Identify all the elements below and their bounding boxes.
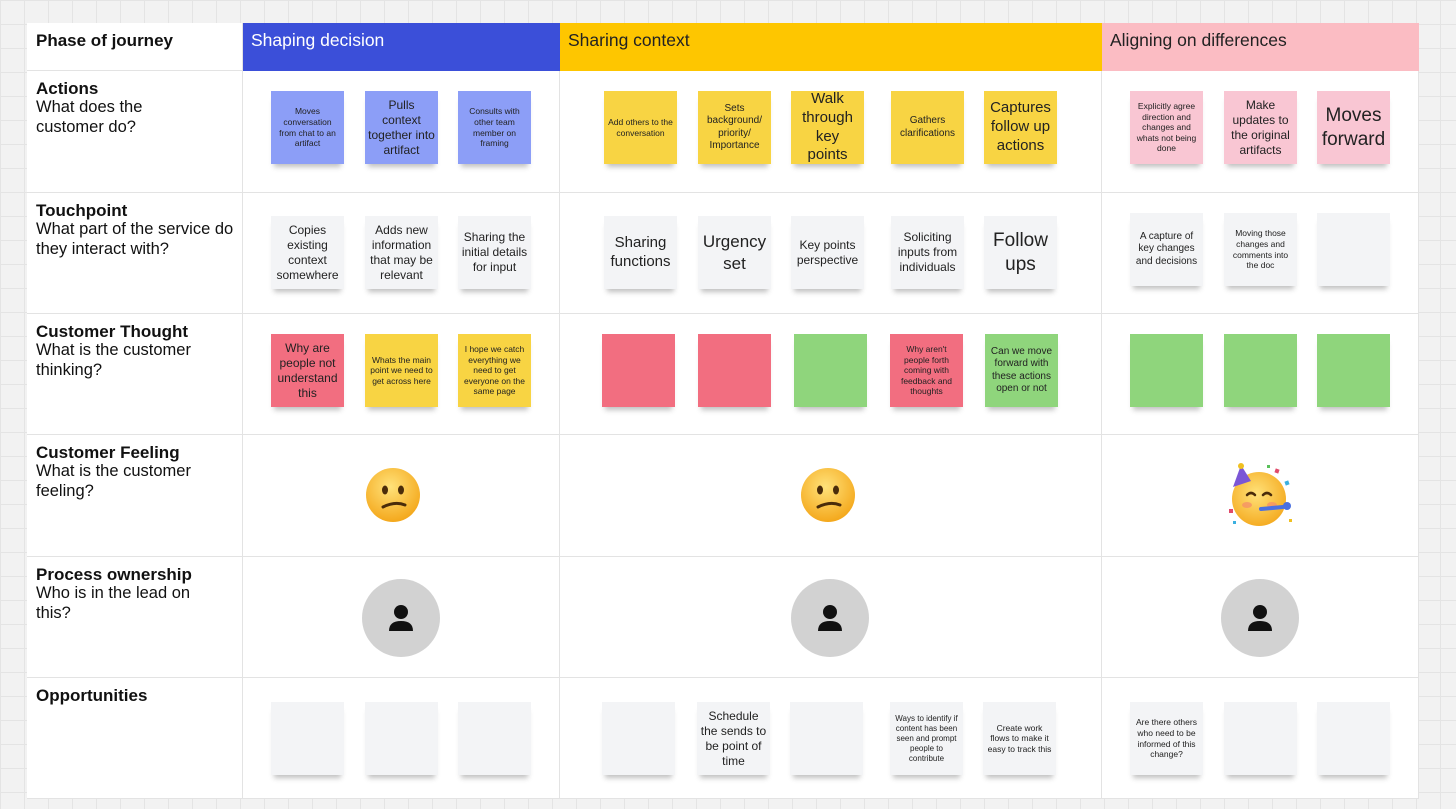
grid-cell	[1102, 435, 1419, 557]
row-title: Customer Thought	[36, 322, 189, 341]
row-label-actions: Actions What does the customer do?	[27, 71, 243, 193]
sticky-note[interactable]	[458, 702, 531, 775]
row-subtitle: What does the customer do?	[36, 98, 143, 136]
phase-name: Aligning on differences	[1110, 30, 1287, 50]
grid-cell	[1102, 678, 1419, 799]
sticky-note[interactable]	[1317, 334, 1390, 407]
sticky-note[interactable]: Soliciting inputs from individuals	[891, 216, 964, 289]
sticky-note[interactable]: Create work flows to make it easy to tra…	[983, 702, 1056, 775]
sticky-note[interactable]	[271, 702, 344, 775]
sticky-note[interactable]	[1317, 213, 1390, 286]
row-label-opportunities: Opportunities	[27, 678, 243, 799]
sticky-note[interactable]	[365, 702, 438, 775]
sticky-note[interactable]	[1317, 702, 1390, 775]
grid-cell	[560, 71, 1102, 193]
sticky-note[interactable]	[1224, 702, 1297, 775]
grid-cell	[560, 314, 1102, 435]
grid-cell	[1102, 314, 1419, 435]
user-avatar-icon[interactable]	[362, 579, 440, 657]
grid-cell	[243, 678, 560, 799]
confused-face-icon	[365, 467, 421, 523]
sticky-note[interactable]: Are there others who need to be informed…	[1130, 702, 1203, 775]
row-label-customer-feeling: Customer Feeling What is the customer fe…	[27, 435, 243, 557]
user-avatar-icon[interactable]	[791, 579, 869, 657]
sticky-note[interactable]: Sets background/ priority/ Importance	[698, 91, 771, 164]
journey-map-board: Phase of journey Shaping decision Sharin…	[27, 23, 1419, 799]
phase-name: Shaping decision	[251, 30, 385, 50]
sticky-note[interactable]: Gathers clarifications	[891, 91, 964, 164]
grid-cell	[243, 435, 560, 557]
sticky-note[interactable]	[794, 334, 867, 407]
sticky-note[interactable]: Key points perspective	[791, 216, 864, 289]
grid-cell	[243, 557, 560, 678]
sticky-note[interactable]: Make updates to the original artifacts	[1224, 91, 1297, 164]
row-label-customer-thought: Customer Thought What is the customer th…	[27, 314, 243, 435]
row-label-touchpoint: Touchpoint What part of the service do t…	[27, 193, 243, 314]
row-subtitle: What is the customer thinking?	[36, 341, 191, 379]
sticky-note[interactable]: I hope we catch everything we need to ge…	[458, 334, 531, 407]
row-title: Opportunities	[36, 686, 148, 705]
sticky-note[interactable]: Moves forward	[1317, 91, 1390, 164]
sticky-note[interactable]: Moves conversation from chat to an artif…	[271, 91, 344, 164]
grid-cell	[243, 71, 560, 193]
user-avatar-icon[interactable]	[1221, 579, 1299, 657]
row-title: Touchpoint	[36, 201, 128, 220]
sticky-note[interactable]: Copies existing context somewhere	[271, 216, 344, 289]
phase-of-journey-label: Phase of journey	[36, 31, 173, 50]
grid-cell	[560, 557, 1102, 678]
sticky-note[interactable]	[602, 702, 675, 775]
grid-cell	[243, 314, 560, 435]
phase-label-cell: Phase of journey	[27, 23, 243, 71]
row-subtitle: What is the customer feeling?	[36, 462, 191, 500]
row-title: Process ownership	[36, 565, 192, 584]
phase-header-aligning-on-differences[interactable]: Aligning on differences	[1102, 23, 1419, 71]
phase-header-sharing-context[interactable]: Sharing context	[560, 23, 1102, 71]
sticky-note[interactable]: Why are people not understand this	[271, 334, 344, 407]
phase-name: Sharing context	[568, 30, 690, 50]
grid-cell	[243, 193, 560, 314]
sticky-note[interactable]: Why aren't people forth coming with feed…	[890, 334, 963, 407]
sticky-note[interactable]: Walk through key points	[791, 90, 864, 164]
grid-cell	[1102, 193, 1419, 314]
sticky-note[interactable]: Consults with other team member on frami…	[458, 91, 531, 164]
sticky-note[interactable]: Follow ups	[984, 216, 1057, 289]
phase-header-shaping-decision[interactable]: Shaping decision	[243, 23, 560, 71]
row-subtitle: Who is in the lead on this?	[36, 584, 191, 622]
sticky-note[interactable]: Urgency set	[698, 216, 771, 289]
row-title: Customer Feeling	[36, 443, 180, 462]
grid-cell	[560, 193, 1102, 314]
confused-face-icon	[800, 467, 856, 523]
sticky-note[interactable]: Explicitly agree direction and changes a…	[1130, 91, 1203, 164]
sticky-note[interactable]	[790, 702, 863, 775]
sticky-note[interactable]: Sharing the initial details for input	[458, 216, 531, 289]
row-title: Actions	[36, 79, 99, 98]
sticky-note[interactable]: Ways to identify if content has been see…	[890, 702, 963, 775]
grid-cell	[560, 435, 1102, 557]
sticky-note[interactable]	[602, 334, 675, 407]
sticky-note[interactable]: Pulls context together into artifact	[365, 91, 438, 164]
sticky-note[interactable]	[1224, 334, 1297, 407]
sticky-note[interactable]	[698, 334, 771, 407]
grid-cell	[1102, 71, 1419, 193]
sticky-note[interactable]: Moving those changes and comments into t…	[1224, 213, 1297, 286]
sticky-note[interactable]: Schedule the sends to be point of time	[697, 702, 770, 775]
party-face-icon	[1227, 463, 1295, 529]
sticky-note[interactable]	[1130, 334, 1203, 407]
row-subtitle: What part of the service do they interac…	[36, 220, 234, 258]
sticky-note[interactable]: Captures follow up actions	[984, 91, 1057, 164]
sticky-note[interactable]: A capture of key changes and decisions	[1130, 213, 1203, 286]
sticky-note[interactable]: Adds new information that may be relevan…	[365, 216, 438, 289]
sticky-note[interactable]: Sharing functions	[604, 216, 677, 289]
row-label-process-ownership: Process ownership Who is in the lead on …	[27, 557, 243, 678]
grid-cell	[1102, 557, 1419, 678]
grid-cell	[560, 678, 1102, 799]
sticky-note[interactable]: Can we move forward with these actions o…	[985, 334, 1058, 407]
sticky-note[interactable]: Add others to the conversation	[604, 91, 677, 164]
sticky-note[interactable]: Whats the main point we need to get acro…	[365, 334, 438, 407]
